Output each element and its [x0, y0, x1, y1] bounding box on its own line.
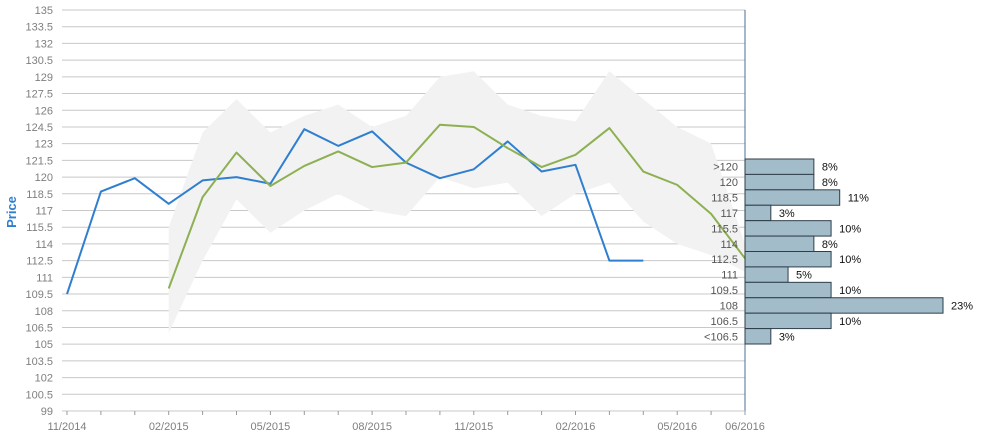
histogram-bar [744, 251, 832, 268]
x-tick-label: 11/2015 [454, 421, 493, 433]
histogram-bin-label: 117 [720, 208, 738, 220]
histogram-bar [744, 220, 832, 237]
histogram-bin-label: 109.5 [710, 285, 738, 297]
histogram-bin-label: 120 [720, 177, 738, 189]
histogram-bin-label: 118.5 [711, 193, 738, 205]
y-tick-label: 114 [35, 239, 53, 251]
y-tick-label: 121.5 [25, 155, 53, 167]
y-tick-label: 117 [35, 206, 53, 218]
y-tick-label: 124.5 [25, 122, 53, 134]
y-tick-label: 126 [35, 105, 53, 117]
histogram-pct-label: 5% [796, 270, 812, 282]
histogram-bar [744, 189, 841, 206]
series-line-1 [66, 128, 644, 295]
histogram-pct-label: 8% [822, 162, 838, 174]
y-tick-label: 105 [35, 339, 53, 351]
series-line-2 [167, 123, 746, 289]
histogram-bar [744, 281, 832, 299]
y-tick-label: 130.5 [25, 55, 53, 67]
y-tick-label: 106.5 [25, 322, 53, 334]
x-tick-label: 05/2015 [251, 421, 291, 433]
histogram-bar [744, 297, 944, 314]
histogram: >120 8% 120 8% 118.5 11% 117 3% 115.5 10% 114 8% 112… [704, 158, 973, 345]
histogram-pct-label: 10% [839, 285, 861, 297]
y-tick-label: 111 [36, 272, 53, 284]
x-tick-label: 06/2016 [725, 421, 765, 433]
histogram-pct-label: 10% [839, 316, 861, 328]
histogram-bin-label: 112.5 [711, 254, 738, 266]
y-tick-label: 109.5 [25, 289, 53, 301]
y-tick-label: 108 [35, 306, 53, 318]
y-tick-label: 103.5 [25, 356, 53, 368]
histogram-bin-label: 111 [721, 270, 738, 282]
histogram-bin-label: >120 [713, 162, 738, 174]
y-tick-label: 135 [35, 5, 53, 17]
forecast-band [168, 71, 745, 334]
y-tick-label: 133.5 [25, 22, 53, 34]
y-tick-label: 112.5 [26, 256, 53, 268]
histogram-bin-label: 106.5 [710, 316, 738, 328]
forecast-band-area [168, 71, 745, 334]
histogram-bar [744, 312, 832, 330]
y-tick-label: 123 [35, 139, 53, 151]
y-tick-label: 129 [35, 72, 53, 84]
x-tick-label: 08/2015 [352, 421, 392, 433]
histogram-pct-label: 3% [779, 208, 795, 220]
x-tick-label: 02/2015 [149, 421, 189, 433]
y-tick-label: 100.5 [25, 389, 53, 401]
y-tick-label: 99 [41, 406, 53, 418]
histogram-pct-label: 23% [951, 300, 973, 312]
histogram-bar [744, 328, 772, 345]
histogram-bar [744, 158, 815, 175]
y-axis-label: Price [4, 196, 19, 228]
y-tick-label: 118.5 [26, 189, 53, 201]
histogram-bin-label: 114 [720, 239, 738, 251]
y-tick-label: 127.5 [25, 89, 53, 101]
histogram-bin-label: <106.5 [704, 331, 738, 343]
x-tick-label: 02/2016 [556, 421, 596, 433]
histogram-pct-label: 8% [822, 177, 838, 189]
histogram-pct-label: 8% [822, 239, 838, 251]
y-tick-labels: 99 100.5 102 103.5 105 106.5 108 109.5 111 112.5 1… [25, 5, 53, 418]
histogram-bar [744, 173, 815, 191]
y-tick-label: 120 [35, 172, 53, 184]
histogram-pct-label: 10% [839, 223, 861, 235]
histogram-bar [744, 266, 789, 283]
y-tick-label: 102 [35, 373, 53, 385]
x-tick-labels: 11/2014 02/2015 05/2015 08/2015 11/2015 02/20… [48, 421, 765, 433]
histogram-bar [744, 204, 772, 222]
histogram-bin-label: 115.5 [711, 223, 738, 235]
histogram-bin-label: 108 [720, 300, 738, 312]
y-tick-label: 115.5 [26, 222, 53, 234]
x-tick-label: 05/2016 [657, 421, 697, 433]
histogram-bar [744, 235, 815, 252]
series-lines [66, 123, 746, 295]
histogram-pct-label: 3% [779, 331, 795, 343]
x-tick-label: 11/2014 [48, 421, 87, 433]
histogram-pct-label: 11% [848, 193, 869, 205]
y-tick-label: 132 [35, 38, 53, 50]
histogram-pct-label: 10% [839, 254, 861, 266]
